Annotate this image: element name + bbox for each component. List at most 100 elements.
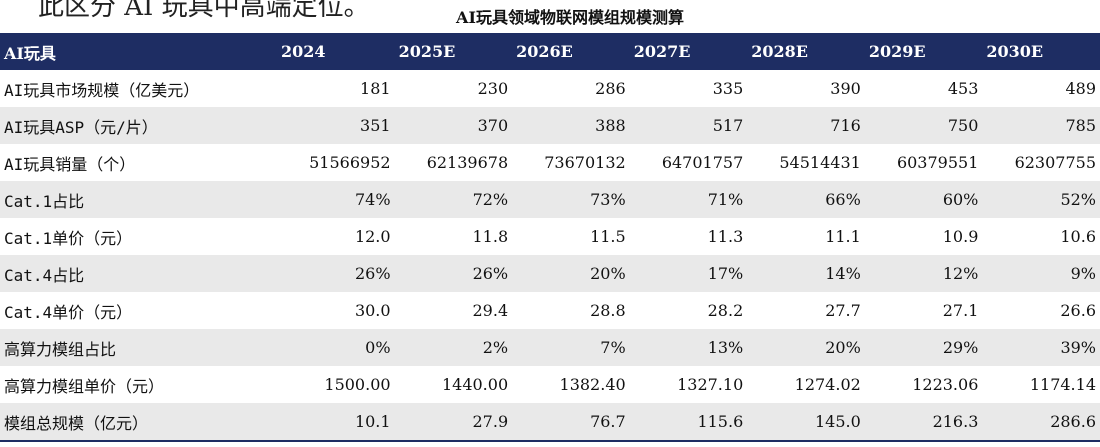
table-cell: 17% [629,255,748,292]
table-cell: 2% [394,329,513,366]
row-label: Cat.4占比 [0,255,277,292]
table-cell: 10.1 [277,403,395,442]
table-row: Cat.4单价（元） 30.0 29.4 28.8 28.2 27.7 27.1 26.6 [0,292,1100,329]
table-row: 高算力模组占比 0% 2% 7% 13% 20% 29% 39% [0,329,1100,366]
table-cell: 73670132 [544,153,626,172]
column-header-2025e: 2025E [394,33,513,70]
table-cell: 62139678 [426,153,509,172]
table-cell: 62307755 [1014,153,1096,172]
table-cell: 286.6 [982,403,1100,442]
table-cell: 29.4 [472,301,509,320]
table-cell: 60% [864,181,983,218]
table-header-row: AI玩具 2024 2025E 2026E 2027E 2028E 2029E … [0,33,1100,70]
column-header-2027e: 2027E [629,33,748,70]
table-cell: 12.0 [354,227,391,246]
table-cell: 20% [747,329,865,366]
table-cell: 28.8 [590,301,626,320]
table-cell: 73% [512,181,630,218]
preceding-paragraph-text: 此区分 AI 玩具中高端定位。 [38,0,370,22]
row-label: AI玩具销量（个） [4,154,136,174]
table-cell: 13% [629,329,748,366]
table-cell: 30.0 [354,301,391,320]
table-cell: 29% [864,329,983,366]
table-cell: 230 [477,79,509,98]
table-cell: 60379551 [896,153,979,172]
table-cell: 10.6 [1060,227,1096,246]
table-cell: 39% [982,329,1100,366]
row-label: 模组总规模（亿元） [0,403,277,442]
table-cell: 1223.06 [912,375,979,394]
table-cell: 1500.00 [324,375,391,394]
table-cell: 52% [982,181,1100,218]
table-cell: 54514431 [779,153,861,172]
table-cell: 785 [982,107,1100,144]
table-cell: 10.9 [942,227,979,246]
table-cell: 388 [512,107,630,144]
table-cell: 12% [864,255,983,292]
table-cell: 11.3 [707,227,744,246]
table-row: 模组总规模（亿元） 10.1 27.9 76.7 115.6 145.0 216.3 286.… [0,403,1100,442]
row-label: AI玩具ASP（元/片） [0,107,277,144]
table-row: AI玩具市场规模（亿美元） 181 230 286 335 390 453 489 [0,70,1100,107]
table-cell: 489 [1065,79,1096,98]
table-cell: 66% [747,181,865,218]
table-title: AI玩具领域物联网模组规模测算 [0,4,1100,28]
table-cell: 9% [982,255,1100,292]
table-cell: 145.0 [747,403,865,442]
row-label: Cat.1占比 [0,181,277,218]
table-cell: 11.1 [825,227,861,246]
table-cell: 26% [277,255,395,292]
table-row: Cat.1占比 74% 72% 73% 71% 66% 60% 52% [0,181,1100,218]
table-cell: 370 [394,107,513,144]
table-cell: 1440.00 [441,375,509,394]
table-cell: 453 [947,79,979,98]
table-row: Cat.4占比 26% 26% 20% 17% 14% 12% 9% [0,255,1100,292]
table-cell: 750 [864,107,983,144]
table-cell: 1274.02 [794,375,861,394]
table-row: 高算力模组单价（元） 1500.00 1440.00 1382.40 1327.10 12… [0,366,1100,403]
table-cell: 11.8 [472,227,509,246]
row-label: AI玩具市场规模（亿美元） [4,80,200,100]
table-cell: 26.6 [1060,301,1096,320]
table-row: Cat.1单价（元） 12.0 11.8 11.5 11.3 11.1 10.9 10.6 [0,218,1100,255]
table-cell: 72% [394,181,513,218]
row-label: Cat.1单价（元） [4,228,133,248]
table-cell: 716 [747,107,865,144]
table-cell: 27.9 [394,403,513,442]
table-cell: 27.7 [825,301,861,320]
column-header-2030e: 2030E [982,33,1100,70]
table-cell: 181 [360,79,391,98]
table-cell: 351 [277,107,395,144]
table-cell: 76.7 [512,403,630,442]
table-cell: 71% [629,181,748,218]
table-cell: 1382.40 [559,375,626,394]
table-cell: 7% [512,329,630,366]
table-cell: 74% [277,181,395,218]
column-header-2029e: 2029E [864,33,983,70]
table-cell: 115.6 [629,403,748,442]
table-cell: 216.3 [864,403,983,442]
table-cell: 20% [512,255,630,292]
table-cell: 26% [394,255,513,292]
column-header-label: AI玩具 [0,33,277,70]
table-cell: 11.5 [590,227,626,246]
table-cell: 0% [277,329,395,366]
row-label: Cat.4单价（元） [4,302,133,322]
column-header-2028e: 2028E [747,33,865,70]
table-cell: 14% [747,255,865,292]
table-row: AI玩具ASP（元/片） 351 370 388 517 716 750 785 [0,107,1100,144]
table-cell: 27.1 [942,301,979,320]
table-cell: 51566952 [309,153,391,172]
column-header-2026e: 2026E [512,33,630,70]
table-cell: 64701757 [661,153,744,172]
table-cell: 517 [629,107,748,144]
table-cell: 1174.14 [1029,375,1096,394]
data-table: AI玩具 2024 2025E 2026E 2027E 2028E 2029E … [0,33,1100,442]
table-cell: 390 [830,79,861,98]
table-row: AI玩具销量（个） 51566952 62139678 73670132 6470175… [0,144,1100,181]
row-label: 高算力模组单价（元） [4,376,165,396]
table-cell: 286 [595,79,626,98]
table-title-text: AI玩具领域物联网模组规模测算 [456,8,684,27]
column-header-2024: 2024 [277,33,395,70]
row-label: 高算力模组占比 [0,329,277,366]
